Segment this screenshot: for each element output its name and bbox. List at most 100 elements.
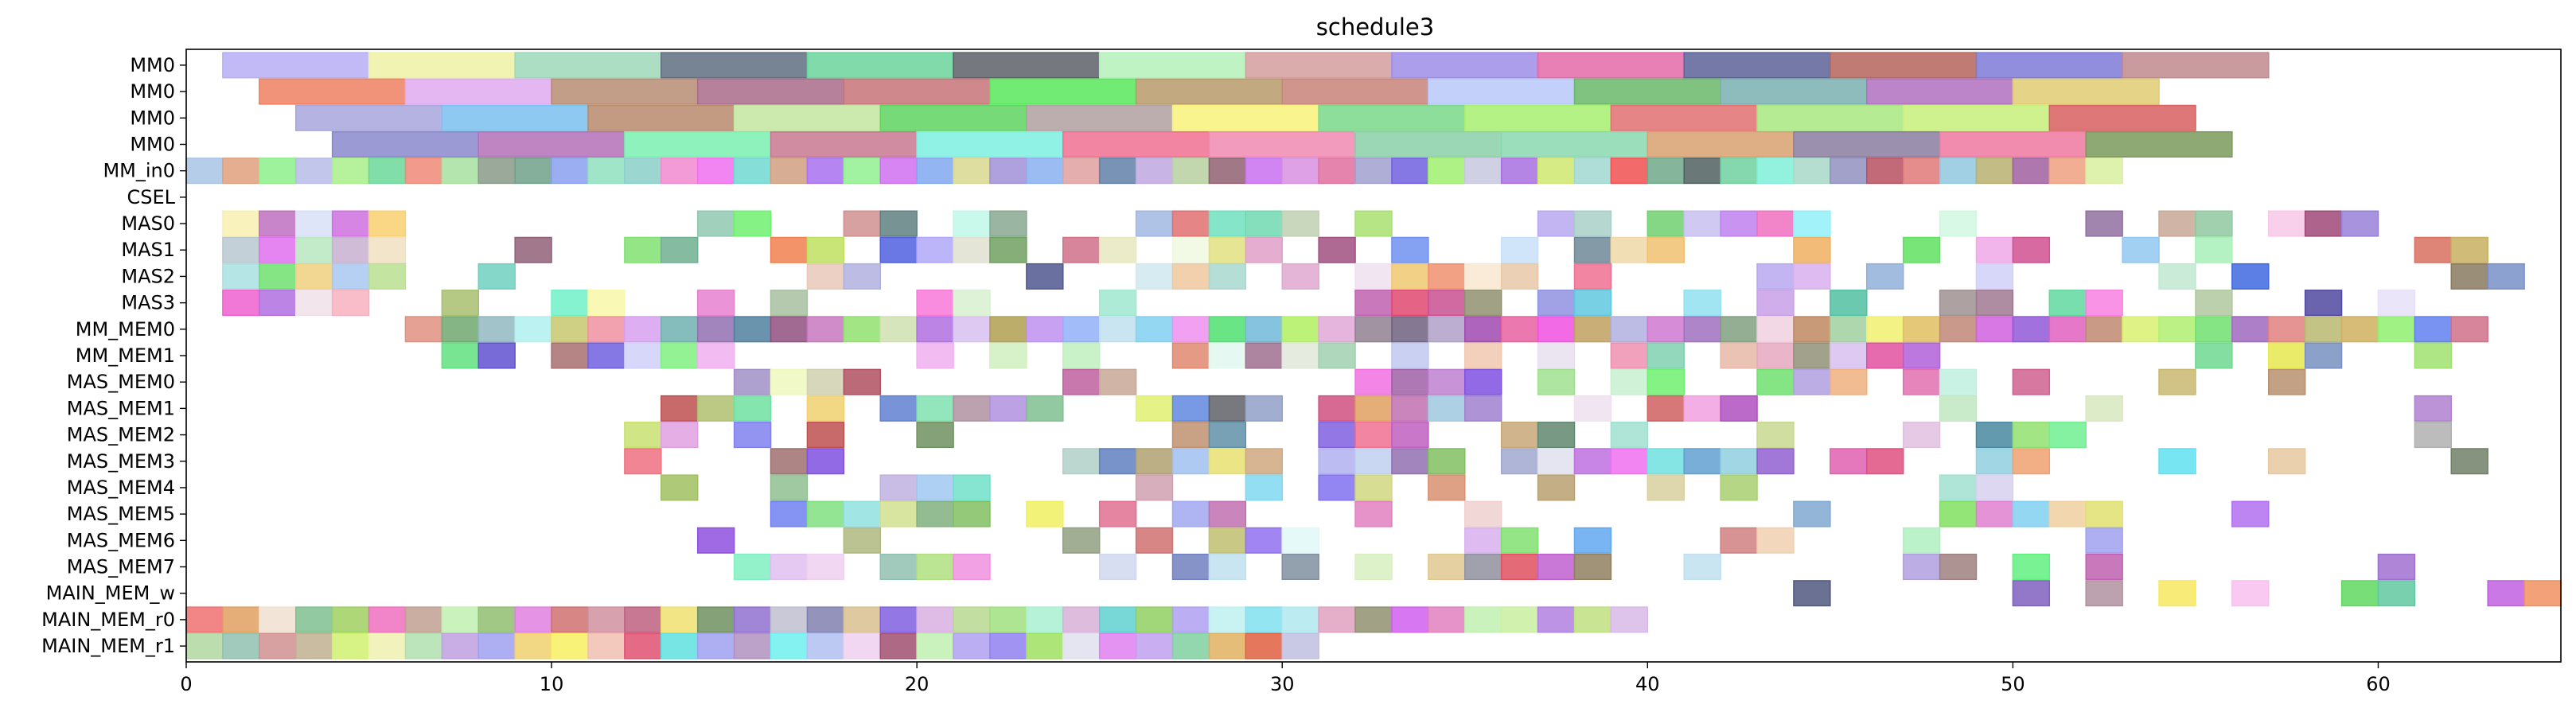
task-bar <box>1062 368 1101 395</box>
task-bar <box>1975 52 2123 79</box>
task-bar <box>1573 236 1612 263</box>
task-bar <box>1464 606 1502 633</box>
task-bar <box>1245 606 1283 633</box>
task-bar <box>1573 263 1612 290</box>
task-bar <box>1245 474 1283 501</box>
y-tick-label: MM_MEM0 <box>76 318 175 340</box>
y-tick-label: MAS_MEM4 <box>67 477 175 499</box>
chart-title: schedule3 <box>1316 14 1434 41</box>
task-bar <box>1756 422 1795 449</box>
task-bar <box>1062 236 1101 263</box>
task-bar <box>1573 395 1612 422</box>
task-bar <box>843 263 881 290</box>
task-bar <box>1098 158 1137 185</box>
task-bar <box>1902 158 1941 185</box>
task-bar <box>1537 606 1576 633</box>
task-bar <box>441 290 480 317</box>
task-bar <box>770 632 809 660</box>
task-bar <box>1683 52 1831 79</box>
task-bar <box>1939 130 2087 158</box>
task-bar <box>514 236 552 263</box>
task-bar <box>1720 78 1868 105</box>
task-bar <box>1500 422 1539 449</box>
task-bar <box>1683 316 1721 343</box>
task-bar <box>222 52 370 79</box>
task-bar <box>1647 395 1685 422</box>
y-tick-label: MAS_MEM2 <box>67 424 175 446</box>
y-tick-label: MM0 <box>130 80 175 103</box>
task-bar <box>1428 395 1466 422</box>
task-bar <box>1428 78 1576 105</box>
task-bar <box>1537 342 1576 369</box>
task-bar <box>1537 474 1576 501</box>
task-bar <box>294 632 333 660</box>
task-bar <box>441 342 480 369</box>
task-bar <box>1171 554 1210 581</box>
task-bar <box>661 606 699 633</box>
task-bar <box>1464 263 1502 290</box>
task-bar <box>404 606 443 633</box>
task-bar <box>1902 527 1941 554</box>
task-bar <box>1647 474 1685 501</box>
task-bar <box>1756 210 1795 237</box>
task-bar <box>806 554 845 581</box>
task-bar <box>222 210 260 237</box>
task-bar <box>1793 342 1831 369</box>
task-bar <box>843 500 881 527</box>
task-bar <box>1500 606 1539 633</box>
task-bar <box>2085 580 2123 607</box>
task-bar <box>1647 210 1685 237</box>
task-bar <box>733 316 772 343</box>
x-tick-label: 20 <box>905 673 929 695</box>
task-bar <box>2158 210 2196 237</box>
task-bar <box>1281 554 1319 581</box>
task-bar <box>587 632 625 660</box>
task-bar <box>477 342 516 369</box>
task-bar <box>404 316 443 343</box>
y-tick-label: MAS1 <box>121 239 175 261</box>
task-bar <box>1098 632 1137 660</box>
task-bar <box>294 606 333 633</box>
task-bar <box>2231 500 2270 527</box>
task-bar <box>1610 342 1649 369</box>
task-bar <box>2085 130 2233 158</box>
task-bar <box>1975 474 2014 501</box>
task-bar <box>404 632 443 660</box>
task-bar <box>1135 395 1174 422</box>
task-bar <box>1610 104 1758 131</box>
task-bar <box>1281 632 1319 660</box>
task-bar <box>1756 316 1795 343</box>
task-bar <box>1354 422 1393 449</box>
task-bar <box>1720 395 1758 422</box>
task-bar <box>624 316 662 343</box>
task-bar <box>1135 632 1174 660</box>
task-bar <box>1647 448 1685 475</box>
task-bar <box>879 158 918 185</box>
task-bar <box>331 263 370 290</box>
task-bar <box>2377 316 2416 343</box>
task-bar <box>1793 236 1831 263</box>
task-bar <box>1720 210 1758 237</box>
task-bar <box>1464 290 1502 317</box>
task-bar <box>2012 500 2051 527</box>
task-bar <box>696 78 845 105</box>
task-bar <box>514 158 552 185</box>
task-bar <box>2012 158 2051 185</box>
task-bar <box>368 263 407 290</box>
task-bar <box>1208 263 1247 290</box>
task-bar <box>1500 448 1539 475</box>
task-bar <box>806 448 845 475</box>
task-bar <box>2048 290 2087 317</box>
task-bar <box>1208 606 1247 633</box>
task-bar <box>1135 158 1174 185</box>
task-bar <box>2012 580 2051 607</box>
task-bar <box>843 527 881 554</box>
task-bar <box>587 316 625 343</box>
task-bar <box>514 606 552 633</box>
task-bar <box>624 606 662 633</box>
task-bar <box>1573 290 1612 317</box>
task-bar <box>696 606 735 633</box>
task-bar <box>368 606 407 633</box>
task-bar <box>2158 316 2196 343</box>
task-bar <box>2267 316 2306 343</box>
